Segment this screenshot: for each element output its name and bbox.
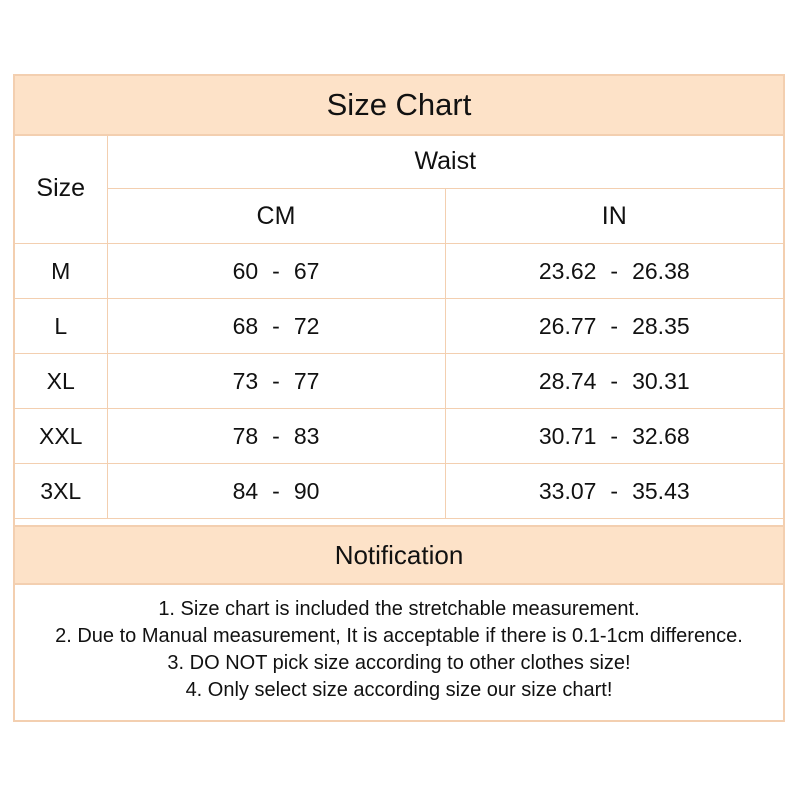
cm-column-header: CM: [107, 188, 446, 244]
range-max: 26.38: [632, 257, 690, 284]
size-cell: XL: [15, 353, 108, 409]
range-separator: -: [272, 367, 280, 394]
table-subheader-row: CM IN: [15, 188, 784, 244]
in-range-cell: 23.62-26.38: [444, 243, 784, 299]
table-row: XL 73-77 28.74-30.31: [15, 353, 784, 409]
range-max: 77: [293, 367, 320, 394]
range-max: 32.68: [632, 422, 690, 449]
range-separator: -: [272, 477, 280, 504]
range-separator: -: [272, 257, 280, 284]
table-row: M 60-67 23.62-26.38: [15, 243, 784, 299]
range-max: 83: [293, 422, 320, 449]
range-separator: -: [272, 312, 280, 339]
range-separator: -: [610, 367, 619, 394]
range-max: 67: [293, 257, 320, 284]
size-rows: M 60-67 23.62-26.38 L 68-72 26.77-28.35 XL 73-7…: [15, 243, 784, 519]
in-range-cell: 26.77-28.35: [444, 298, 784, 354]
range-min: 23.62: [538, 257, 597, 284]
range-separator: -: [272, 422, 280, 449]
range-max: 30.31: [632, 367, 690, 394]
cm-range-cell: 84-90: [106, 463, 446, 519]
size-table: Size Waist CM IN M 60-67 23.62-26.38 L 68-72…: [15, 134, 784, 519]
range-max: 72: [293, 312, 320, 339]
chart-title: Size Chart: [15, 76, 783, 136]
size-cell: L: [15, 298, 108, 354]
cm-range-cell: 73-77: [106, 353, 446, 409]
waist-group-header: Waist: [106, 134, 784, 189]
range-min: 30.71: [538, 422, 597, 449]
range-min: 26.77: [538, 312, 597, 339]
range-max: 35.43: [632, 477, 690, 504]
notification-item: 2. Due to Manual measurement, It is acce…: [55, 625, 743, 647]
in-column-header: IN: [444, 188, 784, 244]
range-min: 28.74: [538, 367, 597, 394]
range-min: 60: [232, 257, 259, 284]
range-separator: -: [610, 422, 619, 449]
in-range-cell: 33.07-35.43: [444, 463, 784, 519]
range-min: 84: [232, 477, 259, 504]
table-row: 3XL 84-90 33.07-35.43: [15, 463, 784, 519]
in-range-cell: 30.71-32.68: [444, 408, 784, 464]
notification-item: 3. DO NOT pick size according to other c…: [167, 652, 631, 674]
notification-title: Notification: [15, 525, 783, 585]
size-chart-card: Size Chart Size Waist CM IN M 60-67 23.62-…: [13, 74, 785, 722]
range-min: 33.07: [538, 477, 597, 504]
range-min: 68: [232, 312, 259, 339]
range-max: 28.35: [632, 312, 690, 339]
cm-range-cell: 60-67: [106, 243, 446, 299]
notification-list: 1. Size chart is included the stretchabl…: [15, 596, 783, 704]
size-cell: 3XL: [15, 463, 108, 519]
range-separator: -: [610, 312, 619, 339]
range-separator: -: [610, 477, 619, 504]
range-min: 73: [232, 367, 259, 394]
range-max: 90: [293, 477, 320, 504]
range-min: 78: [232, 422, 259, 449]
notification-item: 1. Size chart is included the stretchabl…: [158, 598, 640, 620]
in-range-cell: 28.74-30.31: [444, 353, 784, 409]
size-cell: XXL: [15, 408, 108, 464]
table-row: L 68-72 26.77-28.35: [15, 298, 784, 354]
cm-range-cell: 78-83: [106, 408, 446, 464]
cm-range-cell: 68-72: [106, 298, 446, 354]
range-separator: -: [610, 257, 619, 284]
size-column-header: Size: [15, 134, 108, 244]
notification-item: 4. Only select size according size our s…: [185, 679, 613, 701]
table-header-row: Size Waist: [15, 134, 784, 244]
table-row: XXL 78-83 30.71-32.68: [15, 408, 784, 464]
size-cell: M: [15, 243, 108, 299]
